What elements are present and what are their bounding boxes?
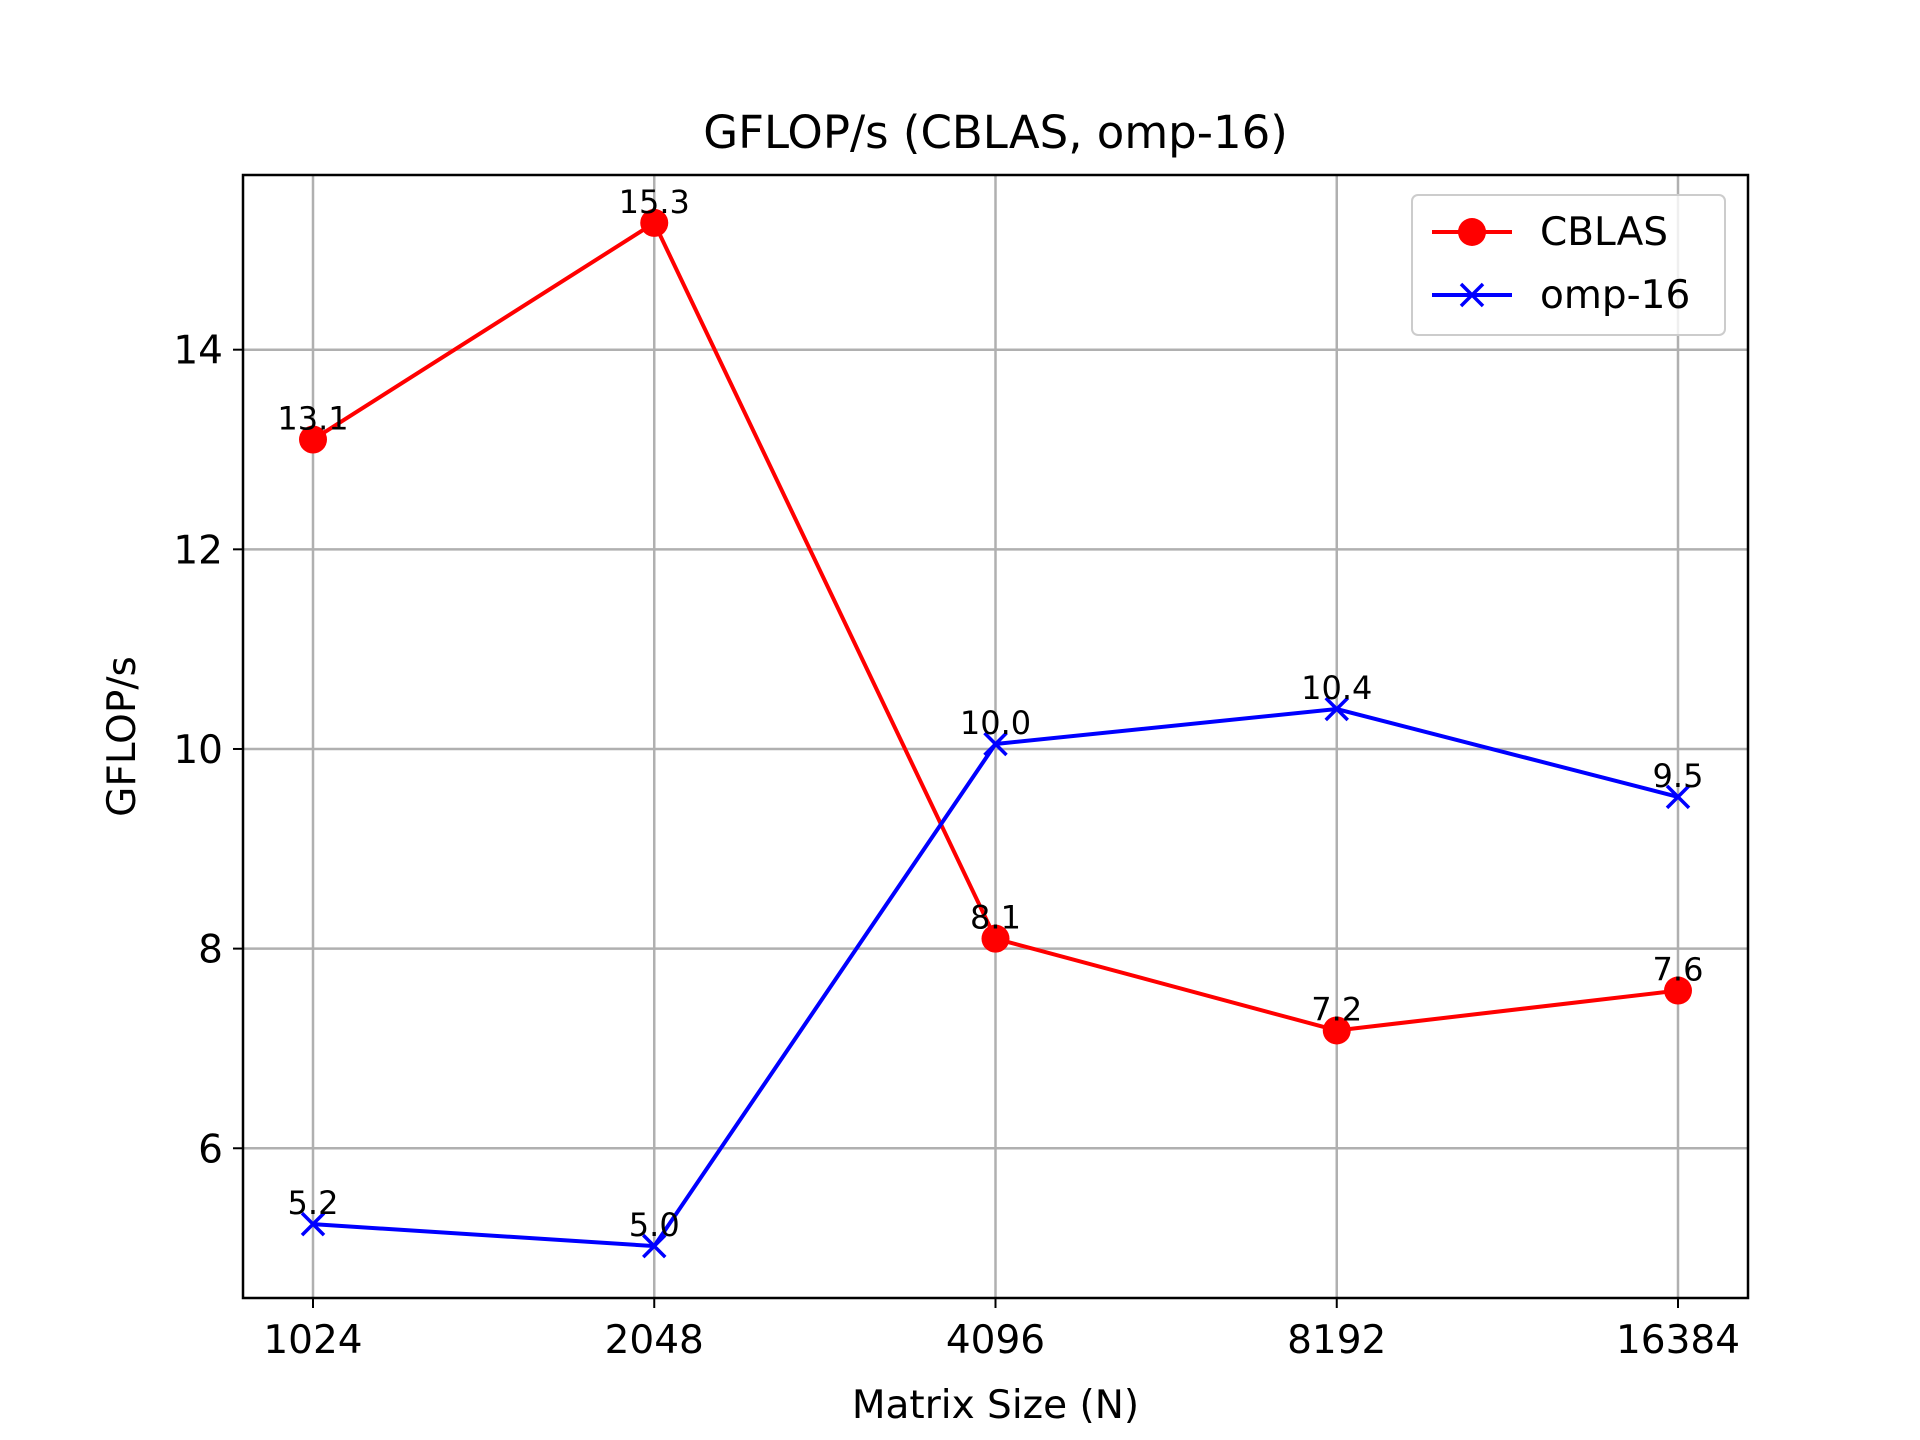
x-tick-label: 16384 bbox=[1616, 1318, 1740, 1363]
data-point bbox=[299, 425, 327, 454]
data-label: 10.4 bbox=[1301, 669, 1372, 707]
x-tick-label: 1024 bbox=[263, 1318, 362, 1363]
legend-item: omp-16 bbox=[1432, 273, 1690, 318]
data-point bbox=[640, 208, 669, 237]
y-tick-label: 14 bbox=[173, 329, 223, 374]
data-label: 13.1 bbox=[277, 400, 348, 438]
x-tick-label: 2048 bbox=[605, 1318, 704, 1363]
legend-label: omp-16 bbox=[1540, 273, 1690, 318]
data-label: 9.5 bbox=[1653, 757, 1704, 795]
grid bbox=[243, 175, 1748, 1298]
data-point bbox=[981, 924, 1010, 953]
y-tick-label: 12 bbox=[173, 528, 223, 573]
legend: CBLAS omp-16 bbox=[1411, 194, 1726, 336]
data-label: 15.3 bbox=[619, 183, 690, 221]
y-axis-label: GFLOP/s bbox=[100, 656, 145, 817]
data-point bbox=[1664, 976, 1692, 1005]
data-point bbox=[1324, 696, 1349, 722]
series-omp-16: 5.2 5.0 10.0 10.4 9.5 bbox=[288, 669, 1704, 1259]
chart-title: GFLOP/s (CBLAS, omp-16) bbox=[703, 106, 1288, 159]
data-label: 7.6 bbox=[1653, 951, 1704, 989]
data-label: 8.1 bbox=[970, 899, 1021, 937]
data-point bbox=[1458, 218, 1486, 246]
data-point bbox=[642, 1233, 667, 1259]
data-point bbox=[1459, 282, 1485, 308]
ticks: 1024 2048 4096 8192 16384 6 8 10 12 14 bbox=[173, 329, 1740, 1363]
data-label: 10.0 bbox=[960, 704, 1031, 742]
data-label: 7.2 bbox=[1311, 990, 1362, 1028]
x-tick-label: 4096 bbox=[946, 1318, 1045, 1363]
data-label: 5.0 bbox=[629, 1206, 680, 1244]
x-axis-label: Matrix Size (N) bbox=[852, 1383, 1139, 1428]
series-cblas: 13.1 15.3 8.1 7.2 7.6 bbox=[277, 183, 1703, 1045]
data-point bbox=[1322, 1016, 1351, 1045]
data-point bbox=[300, 1211, 326, 1237]
x-tick-label: 8192 bbox=[1287, 1318, 1386, 1363]
series-layer: 13.1 15.3 8.1 7.2 7.6 5.2 5.0 10.0 10.4 9.5 bbox=[277, 183, 1704, 1259]
data-point bbox=[1665, 784, 1691, 810]
y-tick-label: 8 bbox=[198, 928, 223, 973]
legend-item: CBLAS bbox=[1432, 210, 1668, 255]
legend-label: CBLAS bbox=[1540, 210, 1668, 255]
data-label: 5.2 bbox=[288, 1184, 339, 1222]
y-tick-label: 10 bbox=[173, 728, 223, 773]
y-tick-label: 6 bbox=[198, 1127, 223, 1172]
data-point bbox=[983, 731, 1008, 757]
